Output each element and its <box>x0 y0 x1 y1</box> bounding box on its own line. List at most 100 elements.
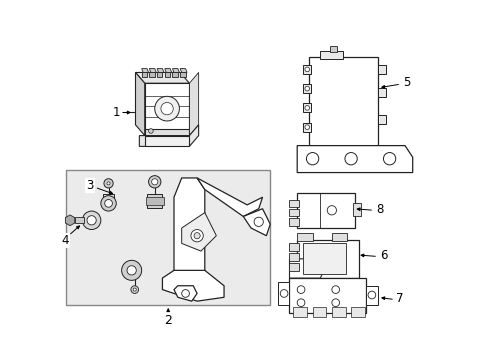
Bar <box>350 307 364 316</box>
Bar <box>289 264 298 271</box>
Bar <box>377 88 385 97</box>
Polygon shape <box>289 259 324 278</box>
Text: 8: 8 <box>375 203 383 216</box>
Bar <box>297 233 312 241</box>
Text: 3: 3 <box>86 179 94 192</box>
Bar <box>312 307 326 316</box>
Bar <box>147 194 162 208</box>
Bar <box>149 72 154 77</box>
Polygon shape <box>65 215 75 226</box>
Circle shape <box>305 125 309 130</box>
Polygon shape <box>172 69 179 72</box>
Bar <box>297 193 354 228</box>
Circle shape <box>194 233 200 239</box>
Circle shape <box>190 230 203 242</box>
Polygon shape <box>157 69 163 72</box>
Bar <box>377 115 385 124</box>
Polygon shape <box>142 69 148 72</box>
Polygon shape <box>277 282 289 305</box>
Polygon shape <box>297 145 412 172</box>
Circle shape <box>344 153 357 165</box>
Bar <box>180 72 185 77</box>
Circle shape <box>331 299 339 306</box>
Polygon shape <box>174 178 204 286</box>
Circle shape <box>383 153 395 165</box>
Circle shape <box>131 286 138 293</box>
Circle shape <box>151 179 158 185</box>
Bar <box>289 199 298 207</box>
Circle shape <box>104 179 113 188</box>
Circle shape <box>254 217 263 226</box>
Bar <box>144 136 189 147</box>
Circle shape <box>305 67 309 72</box>
Text: 2: 2 <box>164 314 172 327</box>
Circle shape <box>306 153 318 165</box>
Polygon shape <box>182 213 216 251</box>
Circle shape <box>104 199 112 207</box>
Text: 6: 6 <box>379 249 386 262</box>
Bar <box>297 239 358 278</box>
Circle shape <box>297 286 305 293</box>
Bar <box>303 84 310 93</box>
Text: 7: 7 <box>395 292 403 305</box>
Circle shape <box>87 216 96 225</box>
Polygon shape <box>139 125 198 147</box>
Bar <box>289 218 298 226</box>
Bar <box>303 65 310 74</box>
Bar <box>164 72 170 77</box>
Polygon shape <box>149 69 156 72</box>
Bar <box>331 307 345 316</box>
Circle shape <box>122 260 142 280</box>
Polygon shape <box>135 72 144 136</box>
Bar <box>308 57 377 145</box>
Circle shape <box>82 211 101 230</box>
Circle shape <box>326 206 336 215</box>
Polygon shape <box>75 217 84 223</box>
Circle shape <box>280 289 287 297</box>
Text: 1: 1 <box>112 106 120 119</box>
Polygon shape <box>174 286 197 301</box>
Polygon shape <box>197 178 262 216</box>
Polygon shape <box>180 69 187 72</box>
Bar <box>172 72 178 77</box>
Circle shape <box>154 96 179 121</box>
Bar <box>366 286 377 305</box>
Circle shape <box>367 291 375 299</box>
Circle shape <box>297 299 305 306</box>
Bar <box>293 307 306 316</box>
Circle shape <box>331 286 339 293</box>
Polygon shape <box>189 72 198 136</box>
Bar <box>289 209 298 216</box>
Circle shape <box>127 266 136 275</box>
Circle shape <box>182 289 189 297</box>
Circle shape <box>148 176 161 188</box>
Circle shape <box>161 103 173 115</box>
Bar <box>103 194 114 203</box>
Bar <box>303 122 310 132</box>
Bar <box>144 130 189 136</box>
Bar <box>377 65 385 74</box>
Bar <box>320 51 343 59</box>
Bar <box>353 203 360 216</box>
Bar <box>66 170 270 305</box>
Text: 4: 4 <box>61 234 68 247</box>
Bar <box>289 253 298 261</box>
Polygon shape <box>162 270 224 301</box>
Bar <box>289 243 298 251</box>
Polygon shape <box>164 69 171 72</box>
Bar <box>144 83 189 136</box>
Bar <box>331 233 346 241</box>
Circle shape <box>305 105 309 110</box>
Circle shape <box>107 182 110 185</box>
Circle shape <box>133 288 136 291</box>
Polygon shape <box>135 72 189 83</box>
Bar <box>289 278 366 313</box>
Text: 5: 5 <box>402 76 409 89</box>
Bar <box>157 72 162 77</box>
Circle shape <box>148 129 153 133</box>
Circle shape <box>101 195 116 211</box>
Bar <box>145 197 163 205</box>
Bar <box>303 103 310 112</box>
Bar <box>329 46 337 53</box>
Bar <box>142 72 147 77</box>
